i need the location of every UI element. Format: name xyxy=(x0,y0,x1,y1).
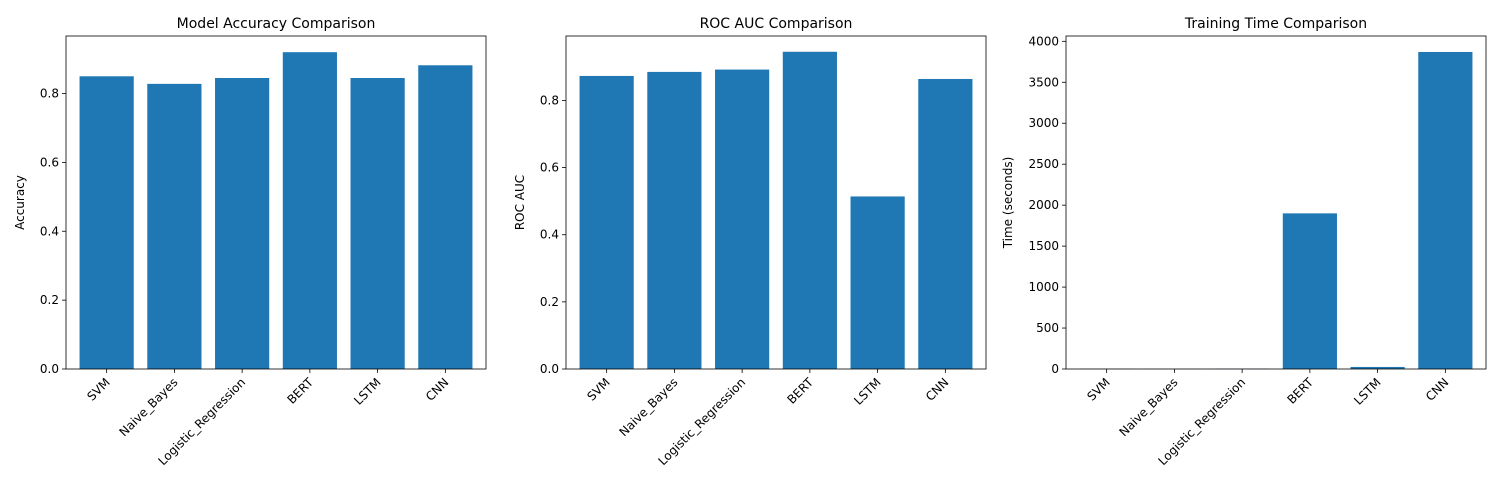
bar-naive-bayes xyxy=(147,83,202,369)
y-tick-label: 0 xyxy=(1051,362,1059,376)
bar-logistic-regression xyxy=(715,69,770,370)
y-tick-label: 0.0 xyxy=(540,362,559,376)
y-tick-label: 0.8 xyxy=(40,87,59,101)
x-tick-label: Naive_Bayes xyxy=(617,375,681,439)
bar-cnn xyxy=(918,78,973,369)
y-tick-label: 4000 xyxy=(1028,34,1059,48)
x-tick-label: BERT xyxy=(1284,375,1316,407)
y-tick-label: 1500 xyxy=(1028,239,1059,253)
x-tick-label: CNN xyxy=(423,375,452,404)
bar-logistic-regression xyxy=(215,78,270,369)
y-axis-label: Accuracy xyxy=(13,175,27,230)
x-tick-label: BERT xyxy=(784,375,816,407)
bar-lstm xyxy=(350,78,405,369)
bar-naive-bayes xyxy=(647,71,702,370)
plot-frame xyxy=(565,35,987,370)
y-tick-label: 0.4 xyxy=(540,228,559,242)
y-tick-label: 0.6 xyxy=(40,155,59,169)
y-tick-label: 0.6 xyxy=(540,161,559,175)
bar-lstm xyxy=(850,196,905,369)
x-tick-label: LSTM xyxy=(1351,375,1384,408)
y-tick-label: 2500 xyxy=(1028,157,1059,171)
x-tick-label: BERT xyxy=(284,375,316,407)
y-axis-label: ROC AUC xyxy=(513,175,527,230)
bar-bert xyxy=(282,52,337,369)
x-tick-label: Naive_Bayes xyxy=(117,375,181,439)
bar-lstm xyxy=(1350,366,1405,369)
x-tick-label: SVM xyxy=(84,375,112,403)
bar-bert xyxy=(782,51,837,369)
x-tick-label: SVM xyxy=(584,375,612,403)
x-tick-label: LSTM xyxy=(351,375,384,408)
plot-frame xyxy=(1065,35,1487,370)
chart-title: Model Accuracy Comparison xyxy=(177,16,376,32)
bar-cnn xyxy=(418,65,473,370)
x-tick-label: SVM xyxy=(1084,375,1112,403)
y-tick-label: 0.2 xyxy=(40,293,59,307)
y-axis-label: Time (seconds) xyxy=(1001,157,1015,250)
chart-title: ROC AUC Comparison xyxy=(700,16,853,32)
chart-title: Training Time Comparison xyxy=(1184,16,1367,32)
y-tick-label: 0.0 xyxy=(40,362,59,376)
y-tick-label: 3000 xyxy=(1028,116,1059,130)
x-tick-label: LSTM xyxy=(851,375,884,408)
y-tick-label: 0.4 xyxy=(40,224,59,238)
plot-frame xyxy=(65,35,487,370)
y-tick-label: 1000 xyxy=(1028,280,1059,294)
y-tick-label: 2000 xyxy=(1028,198,1059,212)
y-tick-label: 0.2 xyxy=(540,295,559,309)
y-tick-label: 3500 xyxy=(1028,75,1059,89)
x-tick-label: CNN xyxy=(923,375,952,404)
y-tick-label: 0.8 xyxy=(540,93,559,107)
bar-cnn xyxy=(1418,51,1473,369)
y-tick-label: 500 xyxy=(1036,321,1059,335)
bar-svm xyxy=(579,75,634,370)
x-tick-label: CNN xyxy=(1423,375,1452,404)
bar-svm xyxy=(79,76,134,369)
bar-bert xyxy=(1282,213,1337,369)
x-tick-label: Naive_Bayes xyxy=(1117,375,1181,439)
